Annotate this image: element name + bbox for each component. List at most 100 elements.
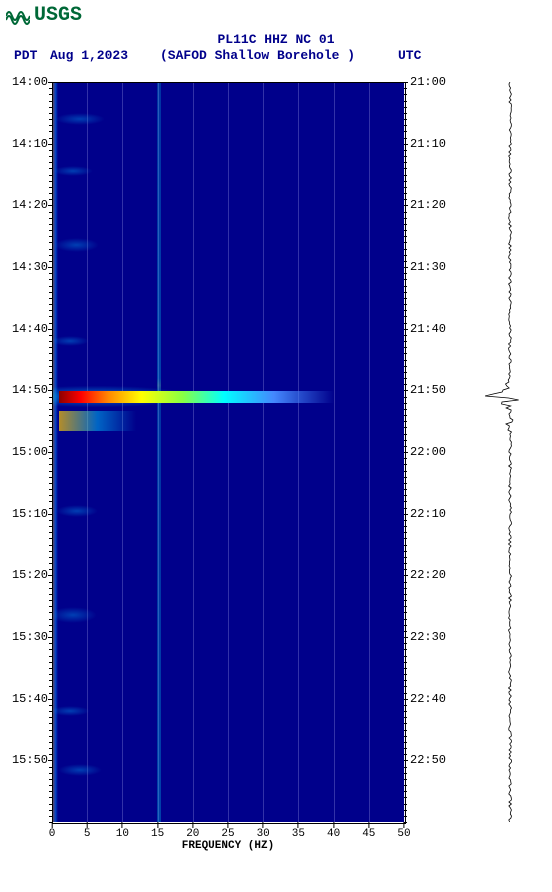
minor-tick <box>49 742 52 743</box>
minor-tick <box>49 384 52 385</box>
y-tick-left: 14:40 <box>10 322 48 336</box>
minor-tick <box>404 212 407 213</box>
minor-tick <box>404 643 407 644</box>
minor-tick <box>49 150 52 151</box>
minor-tick <box>49 779 52 780</box>
minor-tick <box>49 434 52 435</box>
y-tick-left: 15:00 <box>10 445 48 459</box>
gridline <box>193 82 194 822</box>
minor-tick <box>49 168 52 169</box>
minor-tick <box>49 483 52 484</box>
minor-tick <box>404 458 407 459</box>
minor-tick <box>404 699 407 700</box>
minor-tick <box>49 224 52 225</box>
y-tick-left: 15:30 <box>10 630 48 644</box>
minor-tick <box>404 723 407 724</box>
minor-tick <box>404 797 407 798</box>
minor-tick <box>49 538 52 539</box>
minor-tick <box>49 816 52 817</box>
y-tick-left: 15:20 <box>10 568 48 582</box>
minor-tick <box>404 600 407 601</box>
minor-tick <box>49 526 52 527</box>
usgs-logo: USGS <box>6 4 82 27</box>
minor-tick <box>49 390 52 391</box>
minor-tick <box>404 255 407 256</box>
minor-tick <box>404 113 407 114</box>
minor-tick <box>49 113 52 114</box>
minor-tick <box>404 218 407 219</box>
minor-tick <box>49 187 52 188</box>
y-tick-right: 21:20 <box>410 198 446 212</box>
minor-tick <box>49 218 52 219</box>
noise-patch <box>50 706 90 716</box>
minor-tick <box>49 440 52 441</box>
minor-tick <box>404 131 407 132</box>
minor-tick <box>404 273 407 274</box>
minor-tick <box>49 514 52 515</box>
minor-tick <box>404 791 407 792</box>
minor-tick <box>404 267 407 268</box>
minor-tick <box>49 569 52 570</box>
minor-tick <box>404 656 407 657</box>
minor-tick <box>49 298 52 299</box>
noise-patch <box>49 607 97 623</box>
minor-tick <box>404 261 407 262</box>
x-tick: 10 <box>116 822 129 840</box>
minor-tick <box>404 804 407 805</box>
minor-tick <box>49 193 52 194</box>
minor-tick <box>404 662 407 663</box>
y-tick-left: 14:00 <box>10 75 48 89</box>
minor-tick <box>404 760 407 761</box>
seismic-event <box>59 391 334 403</box>
gridline <box>369 82 370 822</box>
tz-right-label: UTC <box>398 48 421 63</box>
minor-tick <box>49 477 52 478</box>
minor-tick <box>49 791 52 792</box>
minor-tick <box>404 588 407 589</box>
minor-tick <box>49 606 52 607</box>
minor-tick <box>404 353 407 354</box>
waveform-path <box>485 82 519 822</box>
y-tick-left: 15:10 <box>10 507 48 521</box>
y-tick-right: 21:40 <box>410 322 446 336</box>
minor-tick <box>49 366 52 367</box>
minor-tick <box>49 785 52 786</box>
minor-tick <box>404 489 407 490</box>
minor-tick <box>404 304 407 305</box>
minor-tick <box>49 588 52 589</box>
minor-tick <box>49 804 52 805</box>
minor-tick <box>49 649 52 650</box>
minor-tick <box>49 699 52 700</box>
minor-tick <box>404 693 407 694</box>
minor-tick <box>49 471 52 472</box>
minor-tick <box>404 94 407 95</box>
minor-tick <box>404 674 407 675</box>
gridline <box>228 82 229 822</box>
minor-tick <box>404 162 407 163</box>
minor-tick <box>404 205 407 206</box>
date-label: Aug 1,2023 <box>50 48 128 63</box>
minor-tick <box>49 446 52 447</box>
minor-tick <box>49 563 52 564</box>
waveform-trace <box>480 82 540 822</box>
minor-tick <box>49 557 52 558</box>
minor-tick <box>49 292 52 293</box>
minor-tick <box>49 730 52 731</box>
minor-tick <box>404 742 407 743</box>
y-tick-right: 21:50 <box>410 383 446 397</box>
noise-patch <box>55 113 105 125</box>
x-tick: 50 <box>397 822 410 840</box>
minor-tick <box>404 316 407 317</box>
minor-tick <box>404 150 407 151</box>
minor-tick <box>404 341 407 342</box>
minor-tick <box>404 199 407 200</box>
minor-tick <box>49 705 52 706</box>
minor-tick <box>49 82 52 83</box>
minor-tick <box>49 304 52 305</box>
minor-tick <box>49 415 52 416</box>
minor-tick <box>49 711 52 712</box>
minor-tick <box>49 316 52 317</box>
minor-tick <box>49 508 52 509</box>
minor-tick <box>404 286 407 287</box>
minor-tick <box>404 366 407 367</box>
